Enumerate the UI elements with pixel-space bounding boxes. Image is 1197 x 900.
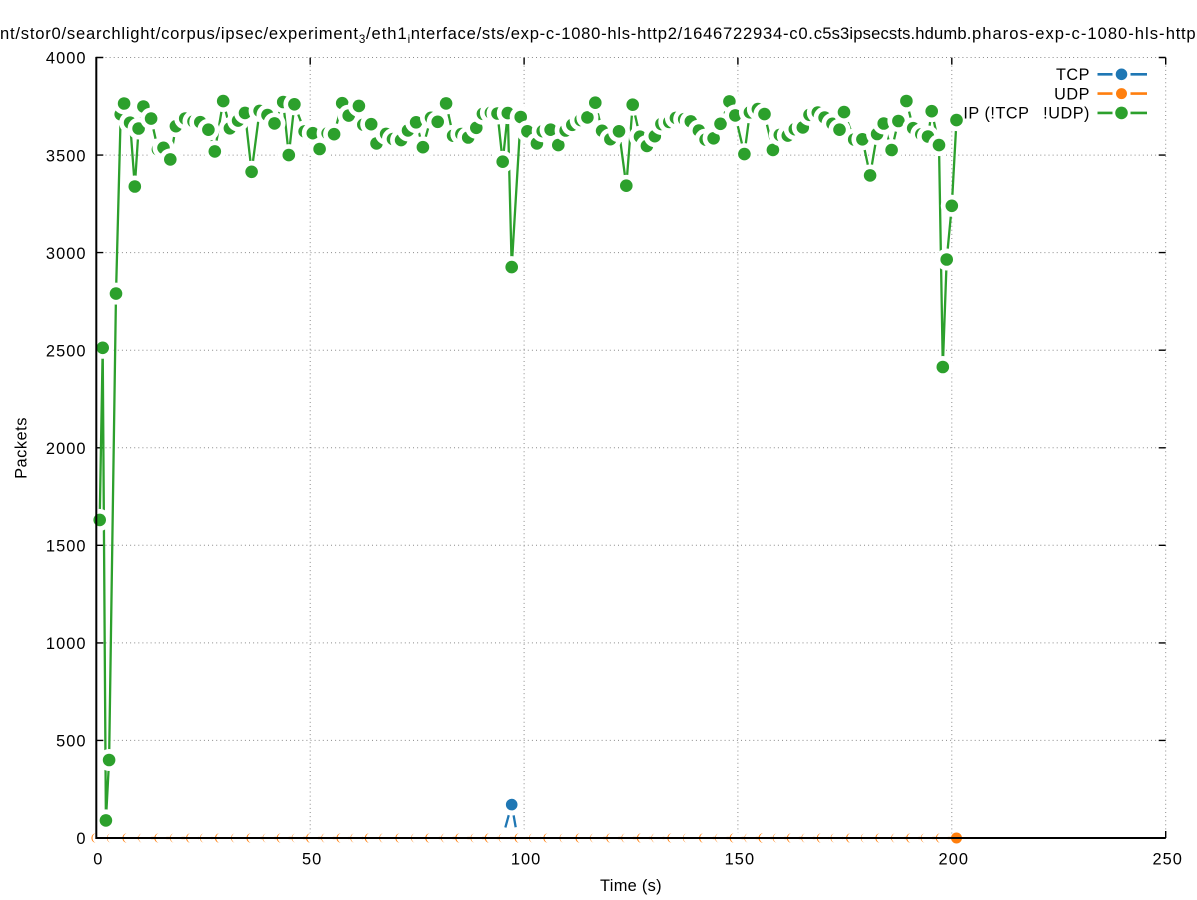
svg-text:c5s3ipsecsts.hdumb.: c5s3ipsecsts.hdumb. bbox=[814, 24, 972, 43]
svg-text:3000: 3000 bbox=[46, 245, 87, 263]
svg-text:150: 150 bbox=[725, 851, 756, 869]
svg-text:100: 100 bbox=[511, 851, 542, 869]
svg-text:http2.pcap: http2.pcap bbox=[1166, 24, 1197, 43]
svg-text:250: 250 bbox=[1152, 851, 1183, 869]
svg-text:UDP: UDP bbox=[1054, 85, 1090, 103]
svg-text:0: 0 bbox=[76, 830, 86, 848]
svg-text:IP (!TCP !UDP): IP (!TCP !UDP) bbox=[963, 105, 1090, 123]
svg-text:1000: 1000 bbox=[46, 635, 87, 653]
svg-text:/eth1: /eth1 bbox=[366, 24, 408, 43]
svg-text:nterface/sts/: nterface/sts/ bbox=[411, 24, 511, 43]
svg-text:200: 200 bbox=[939, 851, 970, 869]
svg-text:3500: 3500 bbox=[46, 147, 87, 165]
svg-text:50: 50 bbox=[302, 851, 322, 869]
svg-text:3: 3 bbox=[359, 33, 365, 46]
svg-text:0: 0 bbox=[93, 851, 103, 869]
svg-text:1500: 1500 bbox=[46, 538, 87, 556]
svg-text:Time (s): Time (s) bbox=[600, 877, 662, 895]
svg-text:nt/stor0/searchlight/corpus/ip: nt/stor0/searchlight/corpus/ipsec/experi… bbox=[0, 24, 359, 43]
svg-text:pharos-exp-c-1080-hls-: pharos-exp-c-1080-hls- bbox=[972, 24, 1166, 43]
svg-text:Packets: Packets bbox=[13, 417, 31, 479]
svg-text:4000: 4000 bbox=[46, 50, 87, 68]
svg-text:2000: 2000 bbox=[46, 440, 87, 458]
svg-text:1646722934-c0.: 1646722934-c0. bbox=[683, 24, 814, 43]
svg-text:exp-c-1080-hls-http2/: exp-c-1080-hls-http2/ bbox=[511, 24, 683, 43]
svg-text:TCP: TCP bbox=[1056, 66, 1090, 84]
svg-text:i: i bbox=[408, 33, 411, 46]
svg-text:500: 500 bbox=[56, 733, 87, 751]
svg-text:2500: 2500 bbox=[46, 342, 87, 360]
